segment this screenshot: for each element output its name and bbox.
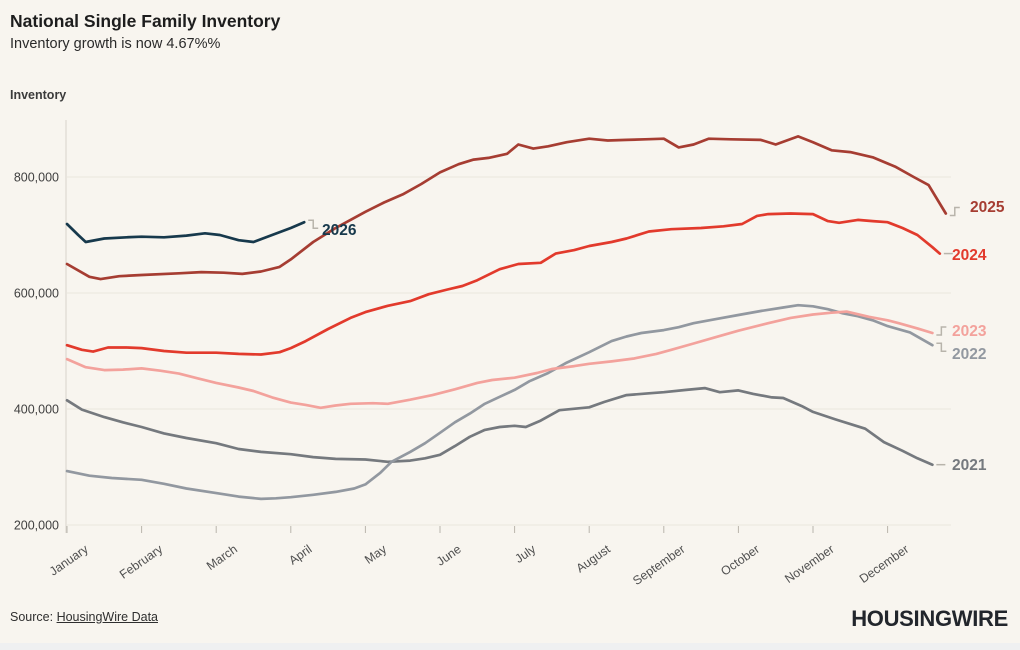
x-tick-label-february: February — [117, 542, 166, 582]
x-tick-label-april: April — [286, 542, 314, 568]
page-title: National Single Family Inventory — [10, 11, 281, 31]
label-connector-2022 — [936, 342, 947, 352]
series-label-2022: 2022 — [952, 346, 986, 363]
label-connector-2023 — [936, 326, 947, 336]
x-tick-label-may: May — [362, 542, 390, 567]
y-tick-label: 800,000 — [14, 171, 59, 185]
x-tick-label-march: March — [204, 542, 240, 573]
series-line-2021 — [65, 386, 934, 467]
y-tick-label: 400,000 — [14, 403, 59, 417]
series-label-2025: 2025 — [970, 199, 1005, 216]
series-line-2026 — [65, 220, 306, 244]
series-label-2021: 2021 — [952, 457, 987, 474]
series-line-2025 — [65, 135, 948, 281]
series-line-2023 — [65, 310, 934, 410]
source-prefix: Source: — [10, 610, 57, 624]
y-axis-title: Inventory — [10, 88, 67, 102]
series-label-2023: 2023 — [952, 323, 987, 340]
series-label-2024: 2024 — [952, 247, 987, 264]
x-tick-label-june: June — [434, 542, 464, 569]
x-tick-label-december: December — [857, 542, 912, 586]
source-text: Source: HousingWire Data — [10, 610, 158, 624]
label-connector-2026 — [308, 219, 319, 229]
label-connector-2025 — [949, 206, 960, 217]
series-line-2022 — [65, 303, 934, 501]
x-tick-label-october: October — [718, 542, 762, 579]
series-label-2026: 2026 — [322, 222, 357, 239]
series-line-2024 — [65, 212, 942, 356]
bottom-strip — [0, 643, 1020, 650]
y-tick-label: 200,000 — [14, 519, 59, 533]
x-tick-label-september: September — [630, 542, 687, 588]
x-tick-label-january: January — [47, 542, 92, 579]
y-tick-label: 600,000 — [14, 287, 59, 301]
source-link[interactable]: HousingWire Data — [56, 610, 158, 624]
housingwire-logo: HOUSINGWIRE — [851, 606, 1008, 631]
x-tick-label-november: November — [782, 542, 837, 586]
x-tick-label-july: July — [512, 542, 539, 566]
x-tick-label-august: August — [574, 542, 614, 576]
page-subtitle: Inventory growth is now 4.67%% — [10, 36, 221, 52]
